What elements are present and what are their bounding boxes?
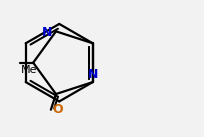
Text: N: N [42, 26, 52, 39]
Text: O: O [52, 103, 63, 116]
Text: N: N [87, 68, 98, 81]
Text: Me: Me [20, 65, 37, 75]
